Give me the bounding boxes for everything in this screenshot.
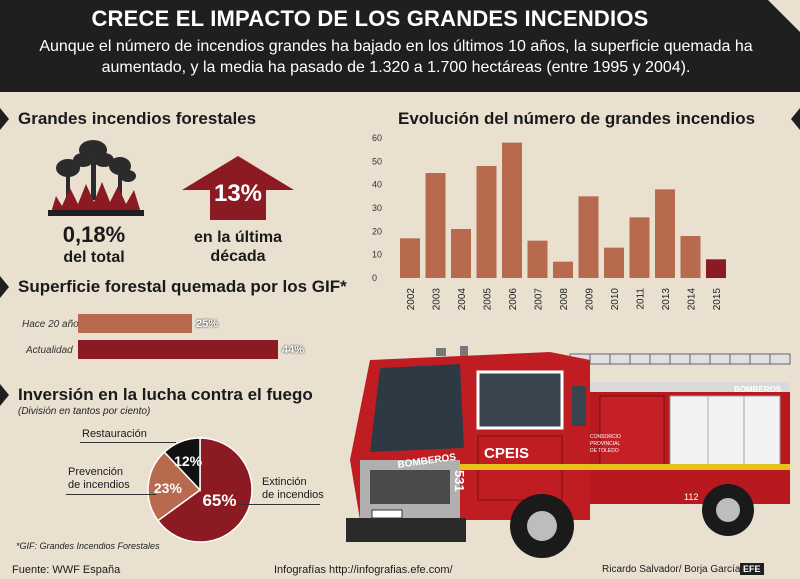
pie-slice — [156, 437, 253, 543]
header-banner: CRECE EL IMPACTO DE LOS GRANDES INCENDIO… — [0, 0, 800, 92]
restauracion-label: Restauración — [82, 428, 147, 440]
x-tick-label: 2009 — [585, 288, 596, 311]
x-tick-label: 2006 — [508, 288, 519, 311]
bar-2002 — [400, 238, 420, 278]
truck-door-text: CONSORCIO — [590, 434, 621, 440]
pct-total-value: 0,18% — [62, 222, 126, 247]
x-tick-label: 2007 — [534, 288, 545, 311]
y-tick-label: 0 — [372, 273, 377, 283]
burned-bar-value: 25% — [196, 318, 219, 330]
x-tick-label: 2002 — [406, 288, 417, 311]
footer-credits: Ricardo Salvador/ Borja García — [602, 564, 741, 575]
investment-section-title: Inversión en la lucha contra el fuego — [18, 385, 313, 404]
pie-slice — [147, 451, 202, 522]
pie-slice-label: 23% — [154, 480, 183, 496]
pie-slice-label: 12% — [174, 453, 203, 469]
burned-bar-20y — [78, 314, 192, 333]
section-marker — [0, 384, 9, 406]
y-tick-label: 60 — [372, 133, 382, 143]
y-tick-label: 20 — [372, 226, 382, 236]
y-tick-label: 10 — [372, 250, 382, 260]
x-tick-label: 2005 — [483, 288, 494, 311]
decade-label-1: en la última — [193, 229, 283, 246]
truck-windshield — [370, 364, 464, 452]
y-tick-label: 40 — [372, 180, 382, 190]
bar-2014 — [680, 236, 701, 278]
truck-door-text: DE TOLEDO — [590, 448, 619, 454]
bar-2003 — [425, 173, 446, 278]
y-tick-label: 50 — [372, 156, 382, 166]
forest-fire-icon — [48, 140, 144, 216]
burned-bar-now — [78, 340, 278, 359]
truck-side-text: BOMBEROS — [734, 385, 782, 394]
bar-2015 — [706, 259, 726, 278]
section-marker — [0, 108, 9, 130]
x-tick-label: 2004 — [457, 288, 468, 311]
footer-infographics-link[interactable]: Infografías http://infografias.efe.com/ — [274, 564, 453, 576]
bar-2008 — [553, 261, 573, 278]
prevencion-leader — [66, 494, 156, 495]
prevencion-label-1: Prevención — [68, 466, 124, 478]
footer-source: Fuente: WWF España — [12, 564, 121, 576]
prevencion-label-2: de incendios — [68, 479, 130, 491]
bar-2010 — [604, 247, 624, 278]
x-tick-label: 2015 — [712, 288, 723, 311]
x-tick-label: 2011 — [636, 288, 647, 310]
extincion-label-1: Extinción — [262, 476, 307, 488]
truck-unit-text: CPEIS — [484, 445, 529, 462]
pct-total-label: del total — [63, 249, 125, 266]
burned-section-title: Superficie forestal quemada por los GIF* — [18, 277, 347, 296]
truck-number-text: 531 — [452, 470, 467, 492]
x-tick-label: 2008 — [559, 288, 570, 311]
restauracion-leader — [80, 442, 176, 443]
burned-row-label: Actualidad — [26, 345, 73, 356]
up-arrow-icon — [182, 156, 294, 220]
x-tick-label: 2003 — [432, 288, 443, 311]
section-marker — [0, 276, 9, 298]
extincion-label-2: de incendios — [262, 489, 324, 501]
truck-door-text: PROVINCIAL — [590, 441, 621, 447]
bar-2007 — [527, 240, 548, 278]
burned-row-label: Hace 20 años — [22, 319, 84, 330]
x-tick-label: 2014 — [687, 288, 698, 311]
x-tick-label: 2013 — [661, 288, 672, 311]
bar-2005 — [476, 166, 497, 278]
bar-2011 — [629, 217, 650, 278]
extincion-leader — [240, 504, 320, 505]
bar-chart: 0 10 20 30 40 50 60 2002 2003 2004 2005 2006 2007 200… — [372, 133, 726, 311]
investment-subtitle: (División en tantos por ciento) — [18, 406, 151, 417]
bar-2004 — [451, 229, 471, 278]
pie-slice-label: 65% — [202, 491, 236, 510]
header-corner — [768, 0, 800, 32]
fire-truck-image: CPEIS BOMBEROS BOMBEROS CONSORCIO PROVIN… — [346, 346, 791, 558]
forest-section-title: Grandes incendios forestales — [18, 109, 257, 128]
footer: Fuente: WWF España Infografías http://in… — [0, 561, 800, 579]
truck-phone-text: 112 — [684, 492, 698, 502]
x-tick-label: 2010 — [610, 288, 621, 311]
burned-bar-value: 44% — [282, 344, 305, 356]
section-marker — [791, 108, 800, 130]
bar-2009 — [578, 196, 599, 278]
bar-chart-title: Evolución del número de grandes incendio… — [398, 109, 756, 128]
bar-2013 — [655, 189, 675, 278]
page-title: CRECE EL IMPACTO DE LOS GRANDES INCENDIO… — [91, 6, 649, 31]
efe-logo: EFE — [740, 563, 764, 575]
decade-pct-value: 13% — [213, 180, 263, 207]
investment-pie: 65% 23% 12% — [147, 437, 253, 543]
y-tick-label: 30 — [372, 203, 382, 213]
gif-footnote: *GIF: Grandes Incendios Forestales — [16, 541, 160, 551]
pie-slice — [163, 437, 201, 492]
bar-2006 — [502, 142, 522, 278]
decade-label-2: década — [210, 248, 266, 265]
page-subtitle: Aunque el número de incendios grandes ha… — [39, 38, 753, 76]
